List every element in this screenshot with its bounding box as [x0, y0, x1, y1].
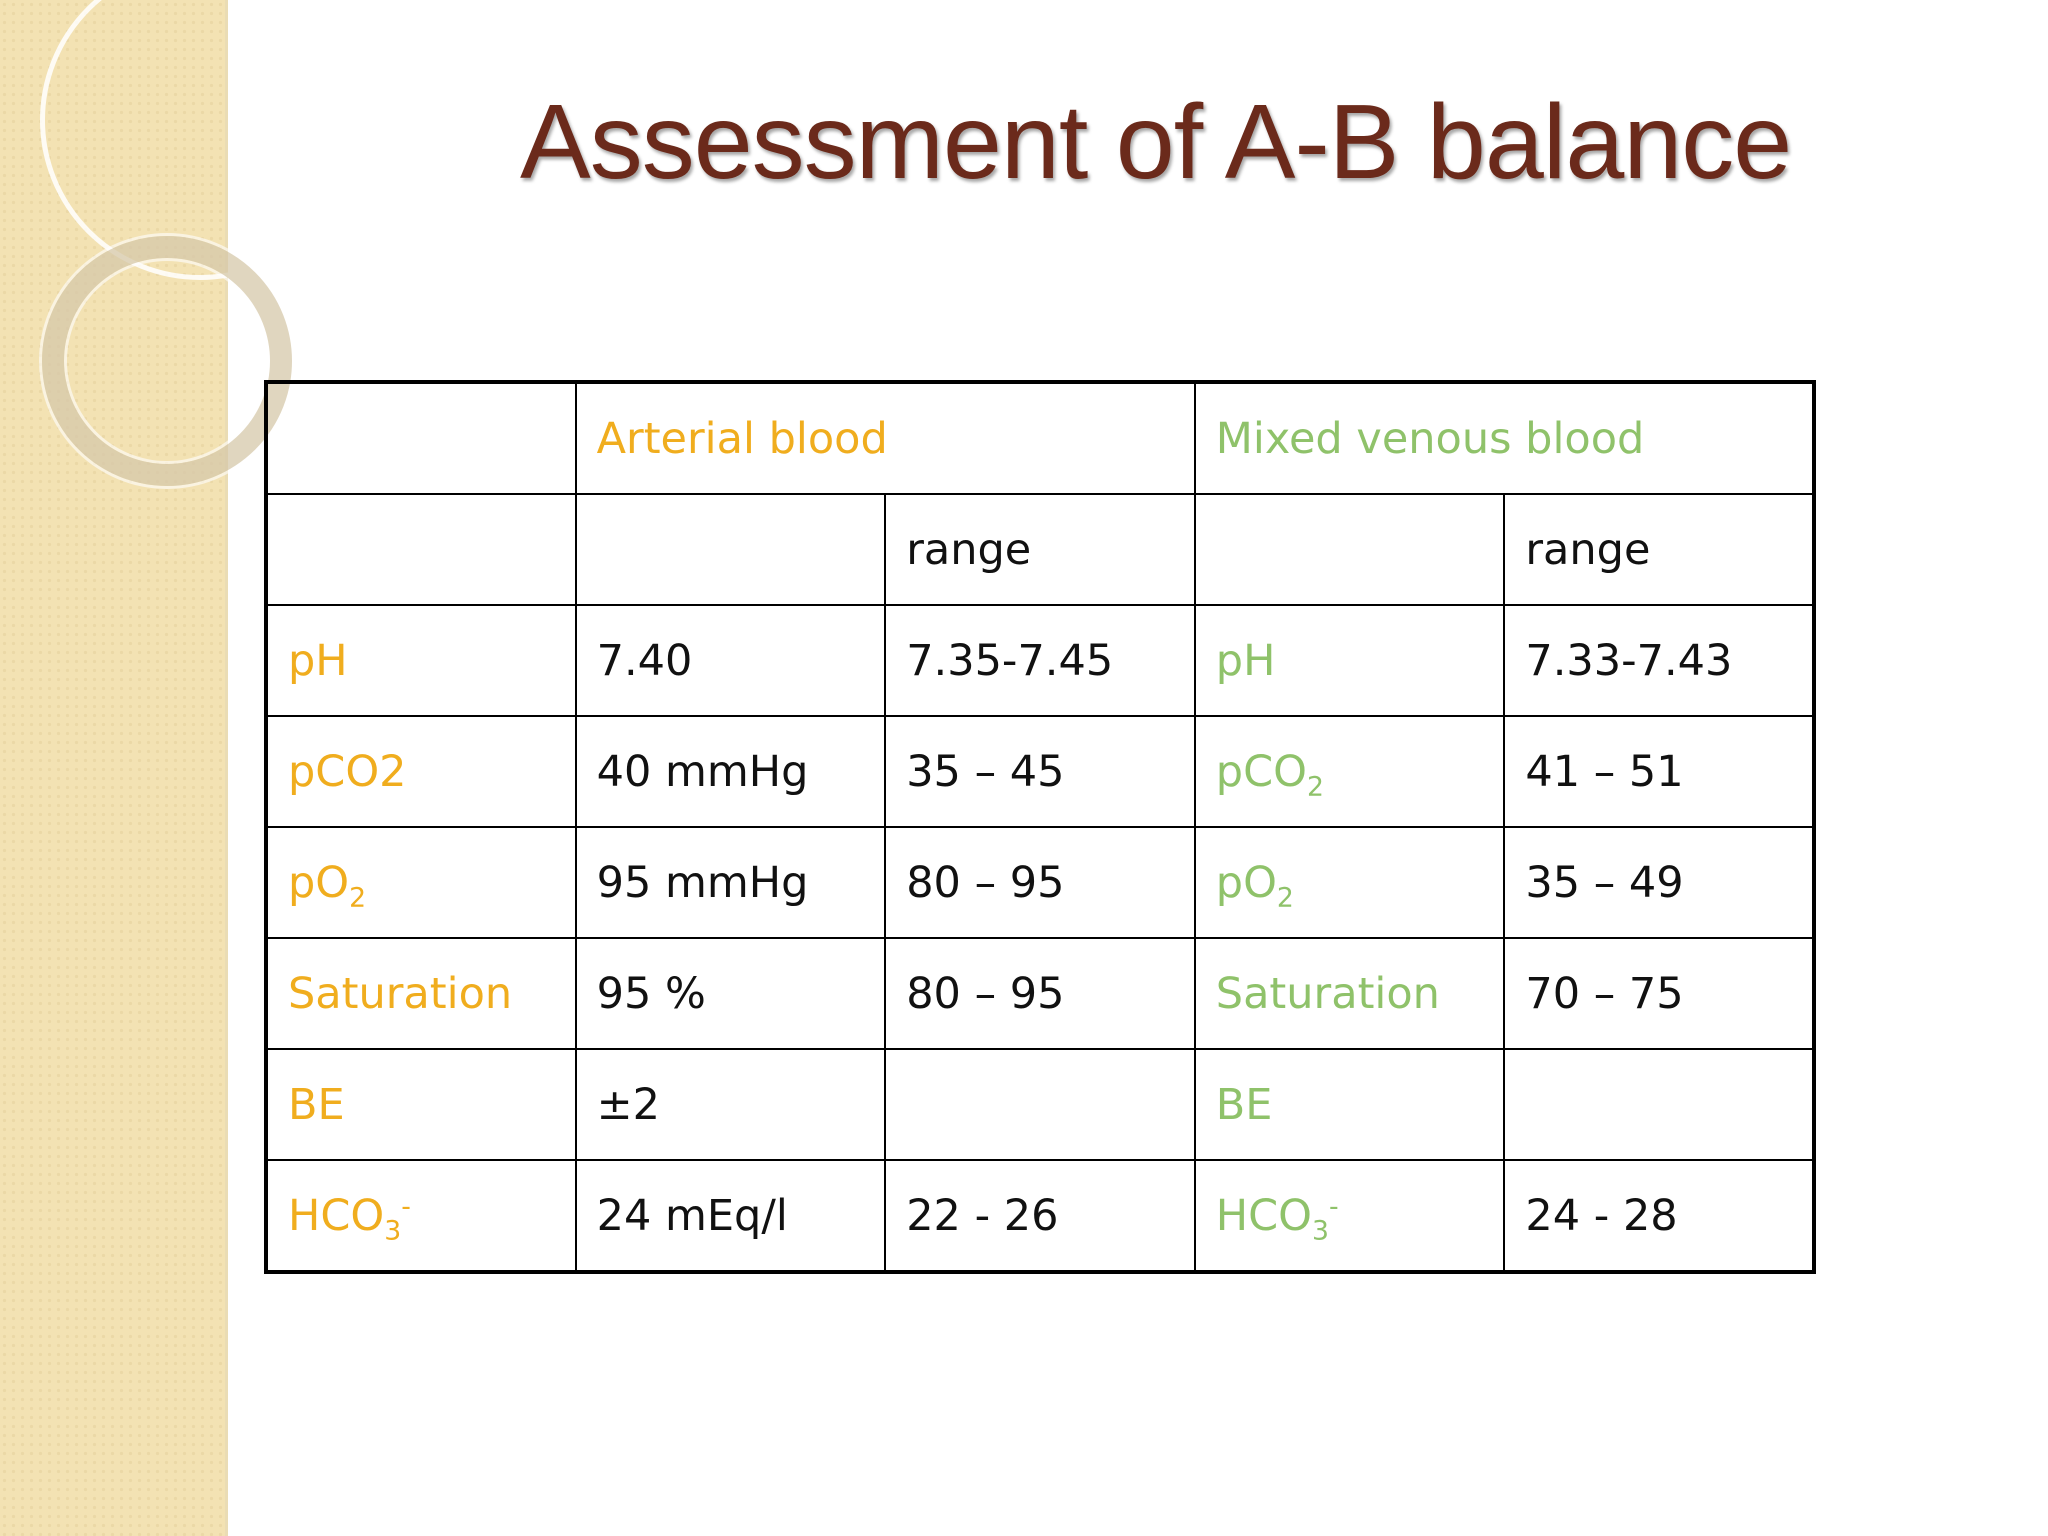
table-row: BE ±2 BE	[265, 1048, 1815, 1161]
venous-param: pH	[1193, 604, 1506, 717]
param-subscript: 2	[349, 881, 367, 913]
arterial-param: pH	[265, 604, 577, 717]
table-cell-empty	[1193, 493, 1506, 606]
table-row: Saturation 95 % 80 – 95 Saturation 70 – …	[265, 937, 1815, 1050]
venous-range: 70 – 75	[1503, 937, 1815, 1050]
table-cell-empty	[265, 493, 577, 606]
venous-range: 35 – 49	[1503, 826, 1815, 939]
table-row: HCO3- 24 mEq/l 22 - 26 HCO3- 24 - 28	[265, 1159, 1815, 1273]
param-superscript: -	[401, 1190, 411, 1222]
table-row: pCO2 40 mmHg 35 – 45 pCO2 41 – 51	[265, 715, 1815, 828]
table-header-row: Arterial blood Mixed venous blood	[265, 381, 1816, 495]
arterial-range	[884, 1048, 1196, 1161]
arterial-range: 80 – 95	[884, 937, 1196, 1050]
arterial-param: HCO3-	[265, 1159, 577, 1273]
param-base: HCO	[1215, 1190, 1312, 1241]
arterial-value: 95 %	[574, 937, 887, 1050]
param-superscript: -	[1328, 1190, 1339, 1222]
venous-param: HCO3-	[1193, 1159, 1506, 1273]
decorative-side-band	[0, 0, 360, 1536]
param-base: pCO	[1215, 746, 1307, 797]
param-base: pO	[1215, 857, 1277, 908]
arterial-param: Saturation	[265, 937, 577, 1050]
venous-param: pCO2	[1193, 715, 1506, 828]
param-subscript: 3	[1312, 1214, 1329, 1246]
venous-param: pO2	[1193, 826, 1506, 939]
venous-blood-header: Mixed venous blood	[1193, 381, 1816, 495]
decorative-ring	[42, 236, 292, 486]
table-cell-empty	[574, 493, 887, 606]
venous-range: 24 - 28	[1503, 1159, 1815, 1273]
venous-param: Saturation	[1193, 937, 1506, 1050]
venous-range: 41 – 51	[1503, 715, 1815, 828]
arterial-range: 22 - 26	[884, 1159, 1196, 1273]
arterial-value: 40 mmHg	[574, 715, 887, 828]
table-row: pH 7.40 7.35-7.45 pH 7.33-7.43	[265, 604, 1815, 717]
table-cell-empty	[265, 381, 577, 495]
arterial-value: 7.40	[574, 604, 887, 717]
arterial-value: 24 mEq/l	[574, 1159, 887, 1273]
arterial-value: 95 mmHg	[574, 826, 887, 939]
table-row: pO2 95 mmHg 80 – 95 pO2 35 – 49	[265, 826, 1815, 939]
arterial-param: pCO2	[265, 715, 577, 828]
arterial-blood-header: Arterial blood	[574, 381, 1196, 495]
decorative-ring	[40, 0, 360, 280]
venous-range	[1503, 1048, 1815, 1161]
param-subscript: 2	[1306, 770, 1324, 802]
venous-range: 7.33-7.43	[1503, 604, 1815, 717]
arterial-range: 35 – 45	[884, 715, 1196, 828]
acid-base-table: Arterial blood Mixed venous blood range …	[264, 380, 1816, 1274]
slide-title: Assessment of A-B balance	[520, 83, 1792, 201]
param-base: pO	[288, 857, 350, 908]
param-subscript: 3	[384, 1214, 402, 1246]
venous-range-header: range	[1503, 493, 1815, 606]
arterial-param: pO2	[265, 826, 577, 939]
arterial-range-header: range	[884, 493, 1196, 606]
param-base: HCO	[288, 1190, 385, 1241]
venous-param: BE	[1193, 1048, 1506, 1161]
arterial-range: 80 – 95	[884, 826, 1196, 939]
arterial-param: BE	[265, 1048, 577, 1161]
arterial-value: ±2	[574, 1048, 887, 1161]
param-subscript: 2	[1276, 881, 1294, 913]
table-subheader-row: range range	[265, 493, 1815, 606]
arterial-range: 7.35-7.45	[884, 604, 1196, 717]
